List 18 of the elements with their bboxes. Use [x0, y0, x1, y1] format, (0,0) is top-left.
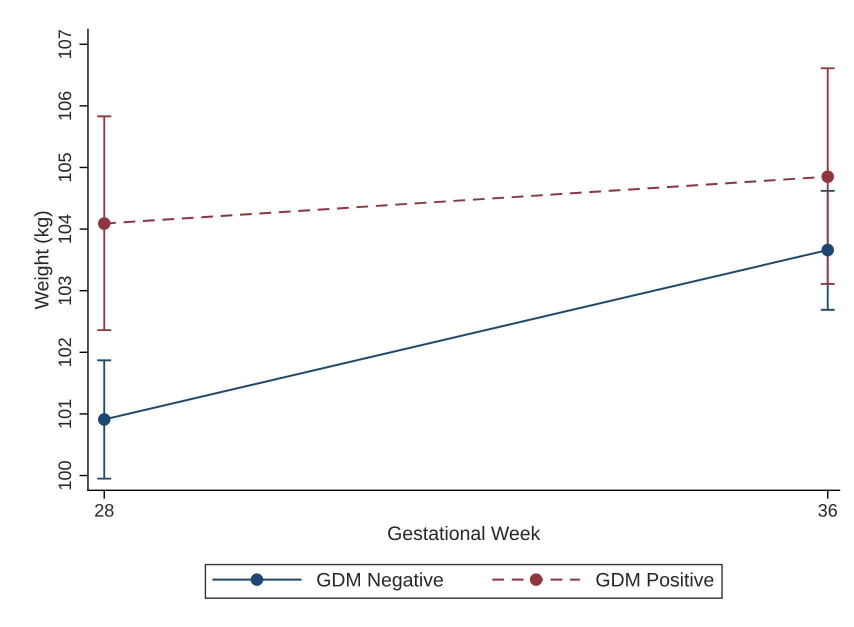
- point: [821, 244, 834, 256]
- legend-label: GDM Positive: [596, 572, 714, 587]
- y-tick-label: 105: [58, 153, 72, 182]
- y-axis-title: Weight (kg): [34, 212, 52, 310]
- x-tick-label: 36: [818, 504, 837, 517]
- y-tick-label: 101: [58, 400, 72, 428]
- x-tick-label: 28: [95, 504, 114, 517]
- legend-label: GDM Negative: [317, 572, 443, 590]
- y-tick-label: 100: [58, 461, 72, 490]
- point: [821, 170, 834, 183]
- x-axis-title: Gestational Week: [388, 526, 540, 540]
- y-tick-label: 107: [58, 30, 72, 58]
- y-tick-label: 102: [58, 338, 72, 366]
- y-tick-label: 104: [58, 214, 72, 243]
- y-tick-label: 106: [58, 92, 72, 120]
- point: [98, 217, 110, 230]
- point: [98, 413, 110, 426]
- y-tick-label: 103: [58, 276, 72, 304]
